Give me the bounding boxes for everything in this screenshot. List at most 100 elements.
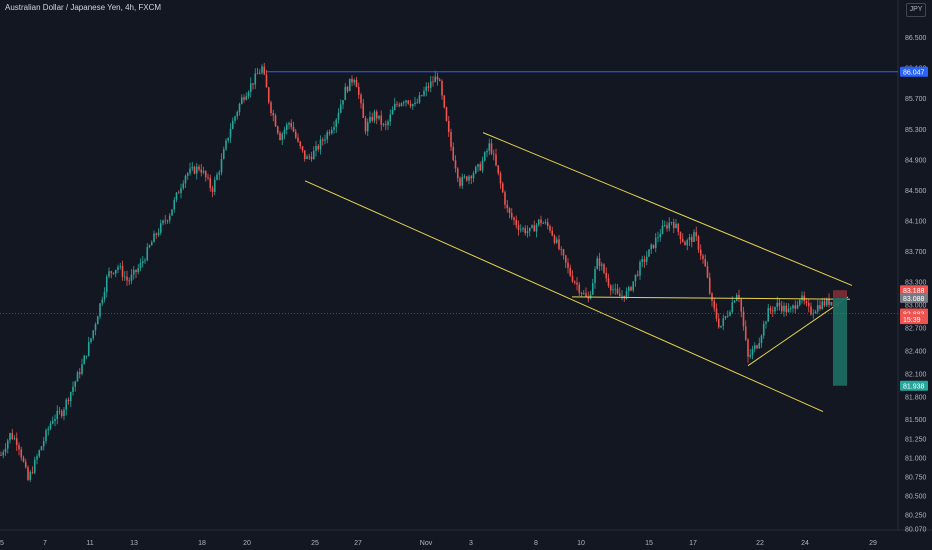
candle-body <box>749 354 752 357</box>
candle-body <box>74 381 77 387</box>
candle-body <box>249 83 252 93</box>
candle-body <box>45 430 47 442</box>
candle-body <box>378 115 380 119</box>
candle-body <box>317 145 320 150</box>
candle-body <box>690 237 693 242</box>
candle-body <box>814 311 817 314</box>
candle-body <box>609 285 612 291</box>
y-tick-label: 84.100 <box>905 219 927 226</box>
candle-body <box>81 364 83 375</box>
candle-body <box>49 423 52 429</box>
candle-body <box>222 149 225 159</box>
candle-body <box>495 154 497 166</box>
candle-body <box>182 183 185 189</box>
candle-body <box>767 308 770 322</box>
candle-body <box>720 325 722 328</box>
candle-body <box>155 233 158 235</box>
candle-body <box>510 213 513 218</box>
candle-body <box>443 95 446 108</box>
candle-body <box>375 111 378 119</box>
candle-body <box>540 219 542 224</box>
currency-button[interactable]: JPY <box>906 3 926 17</box>
y-tick-label: 82.100 <box>905 371 927 378</box>
candle-body <box>704 259 707 267</box>
candle-body <box>103 291 106 300</box>
candle-body <box>13 438 16 440</box>
candle-body <box>38 450 41 457</box>
candle-body <box>411 104 414 107</box>
candle-body <box>90 338 92 343</box>
candle-body <box>135 269 137 273</box>
candle-body <box>598 258 601 266</box>
candle-body <box>308 156 311 158</box>
candle-body <box>128 280 131 282</box>
candle-body <box>355 79 358 88</box>
candle-body <box>605 272 608 279</box>
candle-body <box>15 438 18 446</box>
x-tick-label: 8 <box>534 540 538 547</box>
candle-body <box>531 225 533 228</box>
candle-body <box>63 409 65 417</box>
candle-body <box>454 160 457 169</box>
candle-body <box>492 153 495 155</box>
candle-body <box>688 237 691 241</box>
candle-body <box>416 102 419 104</box>
y-tick-label: 81.000 <box>905 455 927 462</box>
candle-body <box>202 171 205 173</box>
candle-body <box>596 258 599 270</box>
candle-body <box>324 139 326 141</box>
candle-body <box>569 267 572 276</box>
candle-body <box>380 115 383 125</box>
candle-body <box>686 240 689 246</box>
y-tick-label: 84.900 <box>905 157 927 164</box>
y-tick-label: 83.700 <box>905 249 927 256</box>
candle-body <box>366 122 369 132</box>
x-tick-label: 11 <box>86 540 93 547</box>
candle-body <box>220 158 223 173</box>
candle-body <box>533 225 536 232</box>
price-label-box <box>900 292 928 303</box>
price-label: 15:39 <box>903 317 921 324</box>
candle-body <box>481 160 484 171</box>
candle-body <box>780 305 783 312</box>
candle-body <box>261 66 263 73</box>
candle-body <box>751 349 754 355</box>
candle-body <box>351 78 353 83</box>
candle-body <box>60 411 63 417</box>
trend-line <box>571 296 851 300</box>
candle-body <box>643 259 646 262</box>
x-tick-label: 25 <box>311 540 319 547</box>
candle-body <box>56 410 59 420</box>
candle-body <box>461 176 464 186</box>
y-tick-label: 85.300 <box>905 127 927 134</box>
candle-body <box>9 433 11 441</box>
candle-body <box>119 266 122 267</box>
price-label-box <box>900 314 928 325</box>
candle-body <box>794 305 797 309</box>
candle-body <box>589 294 592 299</box>
candle-body <box>787 308 790 313</box>
candle-body <box>535 224 538 232</box>
chart-title[interactable]: Australian Dollar / Japanese Yen, 4h, FX… <box>5 3 162 12</box>
candle-body <box>58 410 61 412</box>
candle-body <box>803 295 806 302</box>
candle-body <box>40 446 43 451</box>
candle-body <box>677 223 680 232</box>
candle-body <box>807 302 810 307</box>
candle-body <box>364 117 367 132</box>
candle-body <box>141 261 144 264</box>
candle-body <box>132 269 135 275</box>
candle-body <box>537 219 540 225</box>
candle-body <box>281 133 284 140</box>
candle-body <box>290 123 293 127</box>
candle-body <box>245 96 248 100</box>
x-tick-label: 29 <box>869 540 877 547</box>
candle-body <box>810 306 812 315</box>
candle-body <box>272 113 275 116</box>
candle-body <box>616 288 619 294</box>
candle-body <box>389 114 392 122</box>
candle-body <box>310 156 313 160</box>
candle-body <box>299 141 302 147</box>
candle-body <box>173 199 176 210</box>
